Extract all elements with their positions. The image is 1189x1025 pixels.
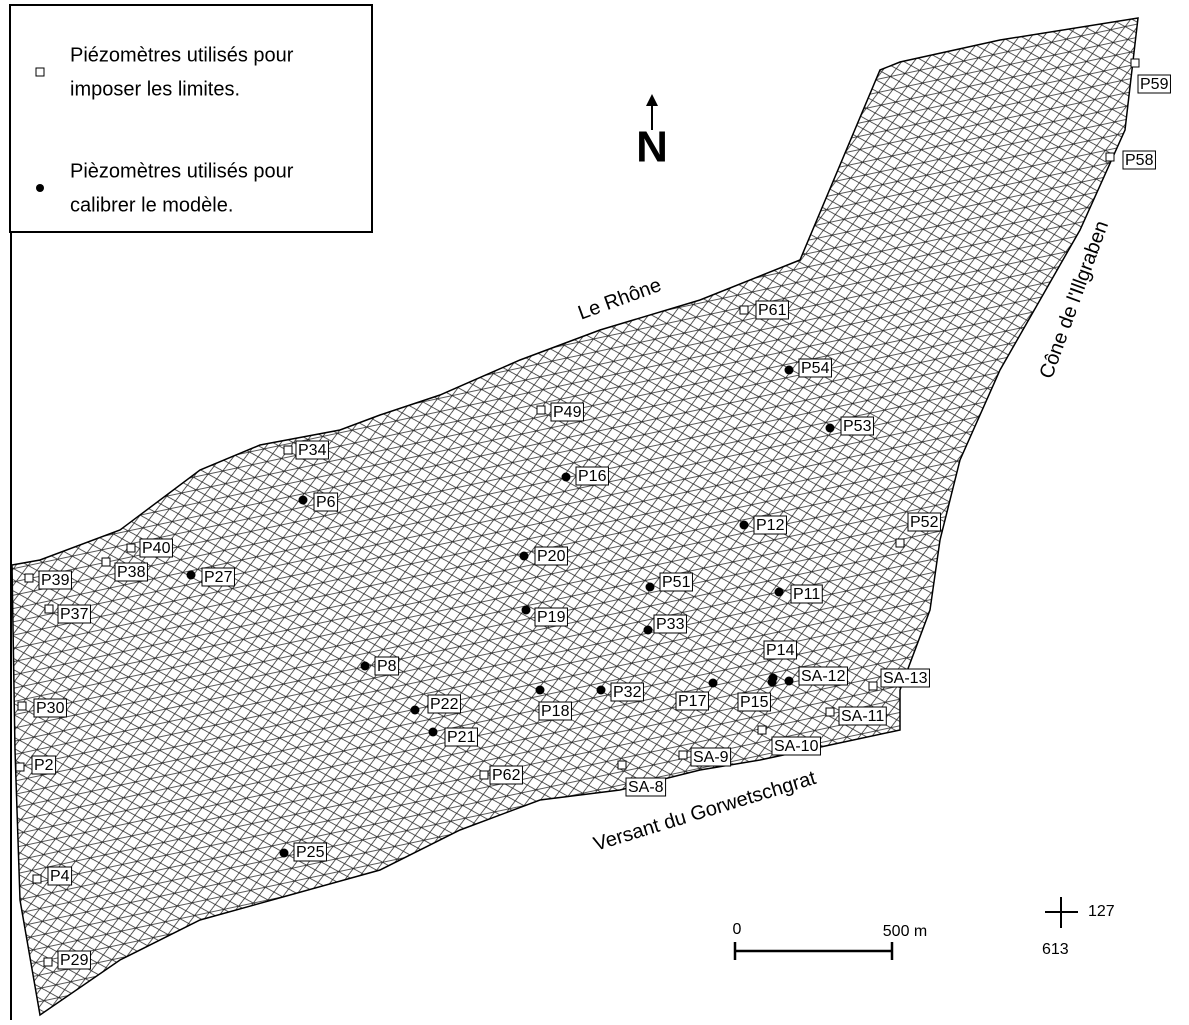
well-label: SA-8 bbox=[628, 779, 664, 796]
well-label: P38 bbox=[117, 564, 146, 581]
boundary-well bbox=[869, 682, 877, 690]
well-label: P49 bbox=[553, 404, 582, 421]
well-label: SA-10 bbox=[774, 738, 819, 755]
well-label: P52 bbox=[910, 514, 939, 531]
well-label: P34 bbox=[298, 442, 327, 459]
well-label: P12 bbox=[756, 517, 785, 534]
well-label: P15 bbox=[740, 694, 769, 711]
boundary-well bbox=[758, 726, 766, 734]
well-label: P33 bbox=[656, 616, 685, 633]
calibration-well bbox=[785, 677, 794, 686]
map: Piézomètres utilisés pour imposer les li… bbox=[0, 0, 1189, 1020]
well-label: P32 bbox=[613, 684, 642, 701]
calibration-well bbox=[826, 424, 835, 433]
legend-square bbox=[36, 68, 44, 76]
scale-label: 500 m bbox=[883, 923, 927, 940]
well-label: P17 bbox=[678, 693, 707, 710]
well-label: P39 bbox=[41, 572, 70, 589]
boundary-well bbox=[102, 558, 110, 566]
well-label: P54 bbox=[801, 360, 830, 377]
well-label: P58 bbox=[1125, 152, 1154, 169]
calibration-well bbox=[429, 728, 438, 737]
well-label: SA-12 bbox=[801, 668, 846, 685]
calibration-well bbox=[187, 571, 196, 580]
well-label: P29 bbox=[60, 952, 89, 969]
calibration-well bbox=[411, 706, 420, 715]
well-label: SA-11 bbox=[841, 708, 884, 725]
calibration-well bbox=[536, 686, 545, 695]
well-label: P20 bbox=[537, 548, 566, 565]
legend-text: imposer les limites. bbox=[70, 78, 240, 100]
well-label: P19 bbox=[537, 609, 566, 626]
boundary-well bbox=[18, 702, 26, 710]
calibration-well bbox=[361, 662, 370, 671]
well-label: P62 bbox=[492, 767, 521, 784]
scale-label: 0 bbox=[733, 921, 742, 938]
calibration-well bbox=[597, 686, 606, 695]
boundary-well bbox=[896, 539, 904, 547]
well-label: P40 bbox=[142, 540, 171, 557]
boundary-well bbox=[480, 771, 488, 779]
well-label: SA-9 bbox=[693, 749, 729, 766]
boundary-well bbox=[45, 605, 53, 613]
coordinate-y: 613 bbox=[1042, 941, 1069, 958]
boundary-well bbox=[679, 751, 687, 759]
calibration-well bbox=[299, 496, 308, 505]
calibration-well bbox=[775, 588, 784, 597]
legend-dot bbox=[36, 184, 44, 192]
well-label: P16 bbox=[578, 468, 607, 485]
calibration-well bbox=[562, 473, 571, 482]
calibration-well bbox=[522, 606, 531, 615]
calibration-well bbox=[646, 583, 655, 592]
well-label: P4 bbox=[50, 868, 70, 885]
calibration-well bbox=[520, 552, 529, 561]
boundary-well bbox=[826, 708, 834, 716]
coordinate-cross bbox=[1045, 897, 1078, 928]
well-label: P11 bbox=[793, 586, 820, 603]
calibration-well bbox=[740, 521, 749, 530]
well-label: P6 bbox=[316, 494, 336, 511]
well-label: P27 bbox=[204, 569, 233, 586]
boundary-well bbox=[740, 306, 748, 314]
well-label: P22 bbox=[430, 696, 459, 713]
boundary-well bbox=[1131, 59, 1139, 67]
well-label: P30 bbox=[36, 700, 65, 717]
calibration-well bbox=[768, 678, 777, 687]
well-label: P25 bbox=[296, 844, 325, 861]
boundary-well bbox=[284, 446, 292, 454]
calibration-well bbox=[644, 626, 653, 635]
well-label: P53 bbox=[843, 418, 872, 435]
well-label: P59 bbox=[1140, 76, 1169, 93]
well-label: P2 bbox=[34, 757, 54, 774]
well-label: P61 bbox=[758, 302, 787, 319]
coordinate-x: 127 bbox=[1088, 903, 1115, 920]
well-label: P21 bbox=[447, 729, 476, 746]
boundary-well bbox=[44, 958, 52, 966]
boundary-well bbox=[537, 406, 545, 414]
legend-text: Pièzomètres utilisés pour bbox=[70, 160, 294, 182]
well-label: P51 bbox=[662, 574, 691, 591]
well-label: P8 bbox=[377, 658, 397, 675]
boundary-well bbox=[33, 875, 41, 883]
north-label: N bbox=[636, 123, 668, 172]
calibration-well bbox=[785, 366, 794, 375]
calibration-well bbox=[280, 849, 289, 858]
well-label: SA-13 bbox=[883, 670, 928, 687]
well-label: P18 bbox=[541, 703, 570, 720]
legend-text: calibrer le modèle. bbox=[70, 194, 233, 216]
boundary-well bbox=[1106, 153, 1114, 161]
boundary-well bbox=[25, 574, 33, 582]
boundary-well bbox=[16, 763, 24, 771]
north-arrow-head bbox=[646, 94, 658, 106]
boundary-well bbox=[618, 761, 626, 769]
scale-bar bbox=[735, 942, 892, 960]
calibration-well bbox=[709, 679, 718, 688]
well-label: P37 bbox=[60, 606, 89, 623]
boundary-well bbox=[127, 544, 135, 552]
legend-text: Piézomètres utilisés pour bbox=[70, 44, 294, 66]
well-label: P14 bbox=[766, 642, 795, 659]
